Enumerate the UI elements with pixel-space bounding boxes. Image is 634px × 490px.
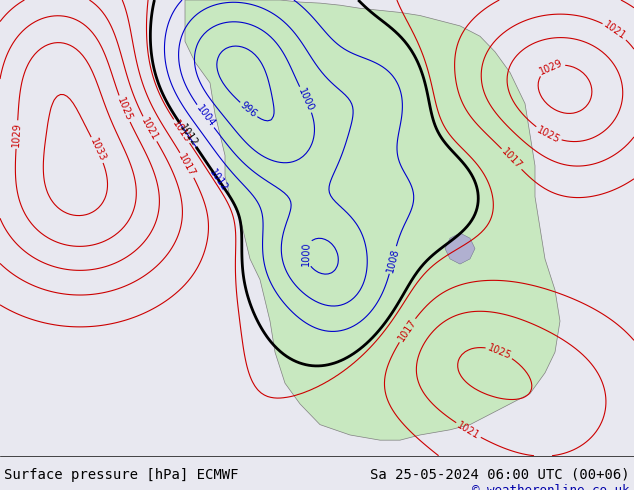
Text: 996: 996 [238,100,259,120]
Text: 1025: 1025 [115,96,134,122]
Text: © weatheronline.co.uk: © weatheronline.co.uk [472,484,630,490]
Text: 1021: 1021 [139,116,160,142]
Text: 1029: 1029 [11,122,23,147]
Text: 1033: 1033 [87,137,107,163]
Text: 1013: 1013 [171,118,193,144]
Text: Sa 25-05-2024 06:00 UTC (00+06): Sa 25-05-2024 06:00 UTC (00+06) [370,468,630,482]
Text: 1021: 1021 [602,20,628,42]
Text: 1025: 1025 [535,124,562,145]
Text: 1021: 1021 [455,420,481,441]
Text: Surface pressure [hPa] ECMWF: Surface pressure [hPa] ECMWF [4,468,238,482]
Text: 1004: 1004 [194,103,217,129]
Text: 1000: 1000 [296,86,316,113]
Text: 1008: 1008 [385,247,401,273]
Text: 1012: 1012 [177,122,199,148]
Text: 1017: 1017 [177,152,197,178]
Text: 1012: 1012 [208,168,230,194]
Text: 1000: 1000 [301,241,311,266]
Polygon shape [445,233,475,264]
Text: 1029: 1029 [538,58,564,77]
Text: 1025: 1025 [486,343,513,361]
Text: 1017: 1017 [396,318,418,343]
Polygon shape [185,0,560,440]
Text: 1017: 1017 [500,147,524,172]
